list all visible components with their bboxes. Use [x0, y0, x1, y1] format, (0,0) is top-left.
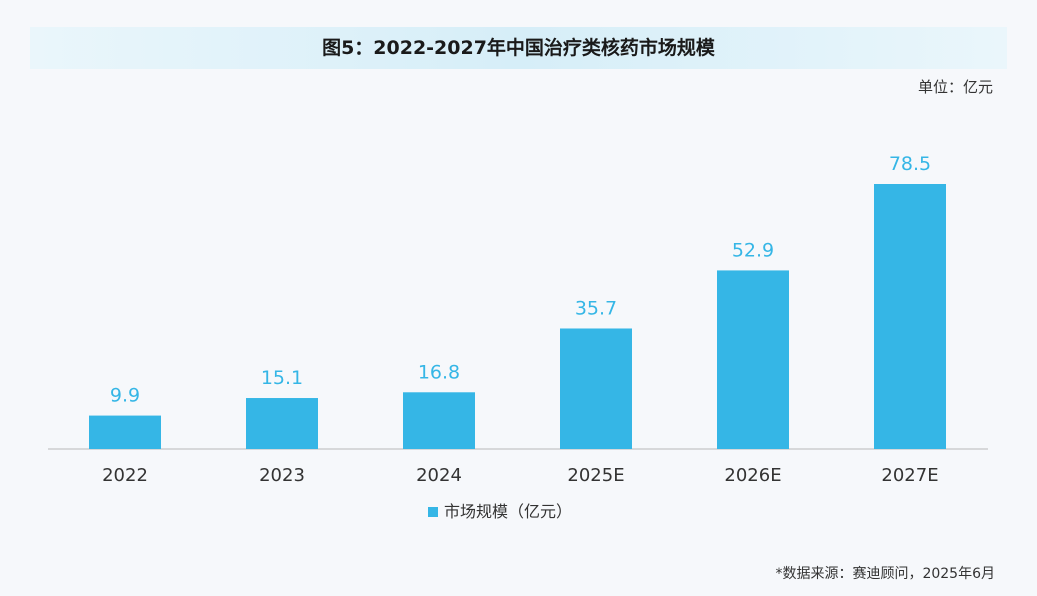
x-tick-label-2025E: 2025E [567, 465, 624, 486]
title-bar: 图5：2022-2027年中国治疗类核药市场规模 [30, 27, 1007, 69]
bars-group [89, 184, 946, 449]
x-tick-label-2026E: 2026E [724, 465, 781, 486]
legend: 市场规模（亿元） [428, 502, 572, 521]
legend-swatch [428, 507, 438, 517]
unit-label: 单位：亿元 [917, 78, 993, 96]
data-label-2026E: 52.9 [732, 239, 774, 261]
bar-2026E [717, 270, 789, 449]
data-label-2022: 9.9 [110, 385, 140, 407]
x-tick-label-2022: 2022 [102, 465, 148, 486]
bar-2024 [403, 392, 475, 449]
source-note: *数据来源：赛迪顾问，2025年6月 [775, 566, 995, 582]
data-label-2027E: 78.5 [889, 153, 931, 175]
bar-2025E [560, 328, 632, 449]
data-label-2023: 15.1 [261, 367, 303, 389]
data-label-2025E: 35.7 [575, 297, 617, 319]
bar-2023 [246, 398, 318, 449]
legend-label: 市场规模（亿元） [444, 502, 572, 521]
x-tick-labels-group: 2022 2023 2024 2025E 2026E 2027E [102, 465, 939, 486]
x-tick-label-2027E: 2027E [881, 465, 938, 486]
data-labels-group: 9.9 15.1 16.8 35.7 52.9 78.5 [110, 153, 931, 407]
x-tick-label-2024: 2024 [416, 465, 462, 486]
data-label-2024: 16.8 [418, 361, 460, 383]
bar-2022 [89, 415, 161, 449]
chart-title: 图5：2022-2027年中国治疗类核药市场规模 [322, 37, 715, 59]
x-tick-label-2023: 2023 [259, 465, 305, 486]
bar-2027E [874, 184, 946, 449]
